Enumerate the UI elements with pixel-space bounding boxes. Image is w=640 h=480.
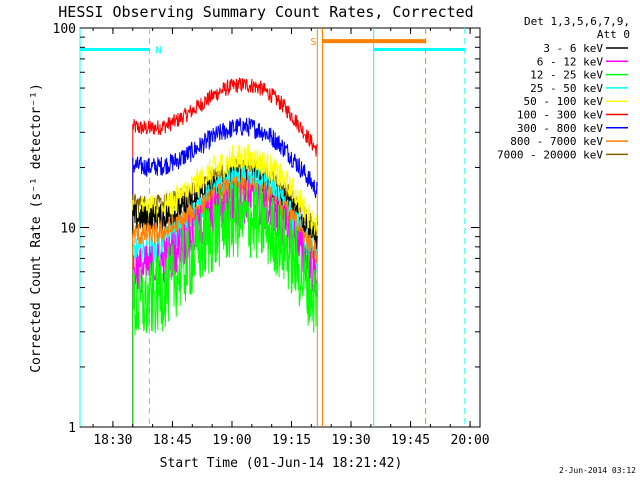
legend-label: 50 - 100 keV (524, 95, 604, 108)
y-tick-label: 1 (68, 421, 76, 436)
legend-header-line2: Att 0 (597, 28, 630, 41)
series-line (132, 157, 318, 240)
y-tick-label: 10 (60, 222, 76, 237)
x-tick-label: 20:00 (451, 433, 490, 448)
legend-label: 12 - 25 keV (530, 69, 603, 82)
x-tick-label: 18:45 (153, 433, 192, 448)
series-line (132, 117, 318, 198)
x-axis-label: Start Time (01-Jun-14 18:21:42) (160, 456, 403, 471)
saa-flag-label: S (310, 37, 316, 48)
legend-label: 300 - 800 keV (517, 122, 603, 135)
x-tick-label: 19:00 (212, 433, 251, 448)
legend-label: 6 - 12 keV (537, 55, 604, 68)
x-tick-label: 19:45 (391, 433, 430, 448)
series-line (132, 77, 318, 157)
y-tick-label: 100 (53, 22, 76, 37)
axis-layer: 18:30 18:45 19:00 19:15 19:30 19:45 20:00 1 10 10… (53, 22, 490, 448)
legend-label: 100 - 300 keV (517, 109, 603, 122)
x-tick-label: 19:30 (331, 433, 370, 448)
y-axis-label: Corrected Count Rate (s⁻¹ detector⁻¹) (29, 83, 44, 373)
night-flag-label: N (155, 46, 161, 57)
legend-label: 800 - 7000 keV (510, 135, 603, 148)
legend-label: 3 - 6 keV (543, 42, 603, 55)
chart-title: HESSI Observing Summary Count Rates, Cor… (58, 3, 473, 21)
legend-label: 25 - 50 keV (530, 82, 603, 95)
marker-layer: NS (79, 28, 466, 427)
x-tick-label: 18:30 (93, 433, 132, 448)
footer-date: 2-Jun-2014 03:12 (559, 466, 636, 475)
legend-label: 7000 - 20000 keV (497, 148, 603, 161)
series-layer (132, 77, 318, 427)
x-tick-label: 19:15 (272, 433, 311, 448)
series-line (132, 181, 318, 336)
legend-header-line1: Det 1,3,5,6,7,9, (524, 15, 630, 28)
